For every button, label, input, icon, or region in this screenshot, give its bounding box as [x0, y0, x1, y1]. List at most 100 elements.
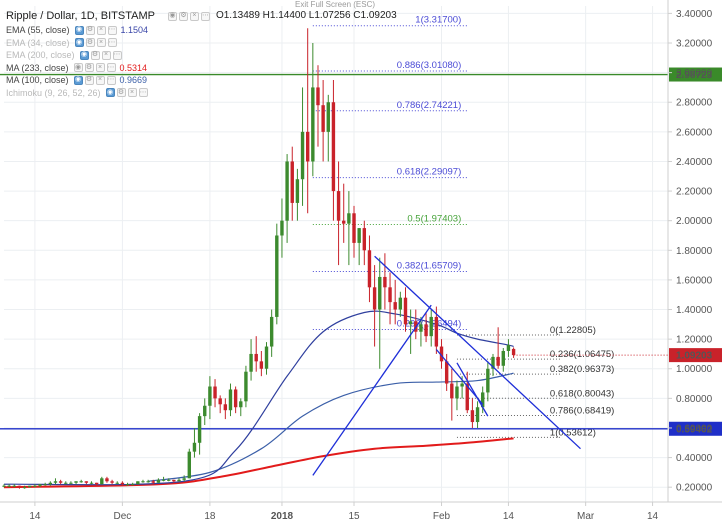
- close-icon[interactable]: ×: [95, 75, 105, 85]
- exit-fullscreen-hint[interactable]: Exit Full Screen (ESC): [295, 0, 376, 9]
- candle-body: [105, 478, 109, 482]
- candle-body: [2, 485, 6, 487]
- candle-body: [393, 302, 397, 310]
- candle-body: [450, 383, 454, 399]
- candle-body: [434, 316, 439, 347]
- gear-icon[interactable]: ⚙: [84, 63, 94, 73]
- close-icon[interactable]: ×: [189, 11, 199, 21]
- indicator-buttons: ◉ ⚙ × ⋯: [73, 63, 116, 73]
- trendlines: [312, 255, 581, 476]
- y-tick-label: 2.40000: [676, 157, 713, 168]
- eye-icon[interactable]: ◉: [74, 25, 84, 35]
- candle-body: [460, 383, 464, 387]
- more-icon[interactable]: ⋯: [107, 38, 117, 48]
- eye-icon[interactable]: ◉: [73, 75, 83, 85]
- x-tick-label: 14: [647, 511, 659, 522]
- x-tick-label: Feb: [433, 511, 451, 522]
- candle-body: [439, 346, 444, 362]
- y-tick-label: 3.00000: [676, 68, 713, 79]
- candle-body: [269, 316, 274, 347]
- indicator-value: 0.5314: [119, 62, 148, 73]
- candle-body: [89, 482, 94, 484]
- more-icon[interactable]: ⋯: [112, 50, 122, 60]
- gear-icon[interactable]: ⚙: [84, 75, 94, 85]
- fib-upper-label: 0.5(1.97403): [407, 214, 461, 225]
- candle-body: [367, 250, 372, 288]
- more-icon[interactable]: ⋯: [106, 63, 116, 73]
- eye-icon[interactable]: ◉: [167, 11, 177, 21]
- candle-body: [280, 220, 284, 236]
- indicator-label: MA (233, close): [6, 62, 69, 73]
- close-icon[interactable]: ×: [96, 38, 106, 48]
- candle-body: [208, 386, 212, 406]
- x-tick-label: Mar: [577, 511, 595, 522]
- candle-body: [388, 287, 392, 303]
- candle-body: [300, 131, 305, 180]
- gear-icon[interactable]: ⚙: [90, 50, 100, 60]
- candle-body: [326, 102, 330, 132]
- fib-lower-label: 0(1.22805): [550, 325, 596, 336]
- trendline: [312, 304, 432, 476]
- candle-body: [254, 353, 258, 362]
- gear-icon[interactable]: ⚙: [178, 11, 188, 21]
- indicator-label: EMA (34, close): [6, 37, 70, 48]
- close-icon[interactable]: ×: [96, 25, 106, 35]
- candle-body: [69, 482, 73, 484]
- last-price-label: 1.09203: [676, 351, 713, 362]
- x-tick-label: 18: [204, 511, 216, 522]
- indicator-label: EMA (200, close): [6, 50, 75, 60]
- x-tick-label: 14: [503, 511, 515, 522]
- eye-icon[interactable]: ◉: [79, 50, 89, 60]
- indicator-row: Ichimoku (9, 26, 52, 26) ◉ ⚙ × ⋯: [6, 87, 397, 100]
- more-icon[interactable]: ⋯: [200, 11, 210, 21]
- candle-body: [79, 481, 83, 483]
- candle-body: [17, 485, 22, 488]
- ema55-line: [3, 310, 514, 486]
- y-tick-label: 0.20000: [676, 483, 713, 494]
- close-icon[interactable]: ×: [95, 63, 105, 73]
- candle-body: [100, 478, 104, 485]
- eye-icon[interactable]: ◉: [73, 63, 83, 73]
- eye-icon[interactable]: ◉: [105, 88, 115, 98]
- close-icon[interactable]: ×: [101, 50, 111, 60]
- candle-body: [233, 389, 238, 408]
- y-tick-label: 2.20000: [676, 187, 713, 198]
- gear-icon[interactable]: ⚙: [85, 38, 95, 48]
- gear-icon[interactable]: ⚙: [85, 25, 95, 35]
- eye-icon[interactable]: ◉: [74, 38, 84, 48]
- candles: [2, 28, 516, 489]
- candle-body: [506, 345, 511, 351]
- candle-body: [470, 410, 475, 423]
- candle-body: [12, 485, 16, 487]
- more-icon[interactable]: ⋯: [107, 25, 117, 35]
- indicator-label: EMA (55, close): [6, 25, 70, 35]
- y-tick-label: 1.40000: [676, 305, 713, 316]
- indicator-buttons: ◉ ⚙ × ⋯: [105, 88, 148, 98]
- y-tick-label: 1.00000: [676, 364, 713, 375]
- x-tick-label: 14: [29, 511, 41, 522]
- close-icon[interactable]: ×: [127, 88, 137, 98]
- trendline: [374, 255, 581, 450]
- candle-body: [136, 481, 140, 485]
- candle-body: [264, 346, 269, 369]
- ma233-line: [3, 437, 514, 489]
- indicator-buttons: ◉ ⚙ × ⋯: [73, 75, 116, 85]
- candle-body: [213, 386, 217, 399]
- hline-tag-label: 2.98723: [676, 70, 713, 81]
- gear-icon[interactable]: ⚙: [116, 88, 126, 98]
- candle-body: [342, 220, 346, 224]
- candle-body: [408, 321, 413, 325]
- candle-body: [7, 485, 11, 487]
- candle-body: [311, 87, 315, 162]
- candle-body: [357, 228, 361, 243]
- more-icon[interactable]: ⋯: [138, 88, 148, 98]
- more-icon[interactable]: ⋯: [106, 75, 116, 85]
- y-tick-label: 1.60000: [676, 275, 713, 286]
- candle-body: [501, 350, 505, 366]
- candle-body: [362, 228, 367, 251]
- candle-body: [259, 361, 264, 369]
- indicator-label: MA (100, close): [6, 75, 69, 85]
- indicator-buttons: ◉ ⚙ × ⋯: [74, 38, 117, 48]
- candle-body: [151, 481, 155, 483]
